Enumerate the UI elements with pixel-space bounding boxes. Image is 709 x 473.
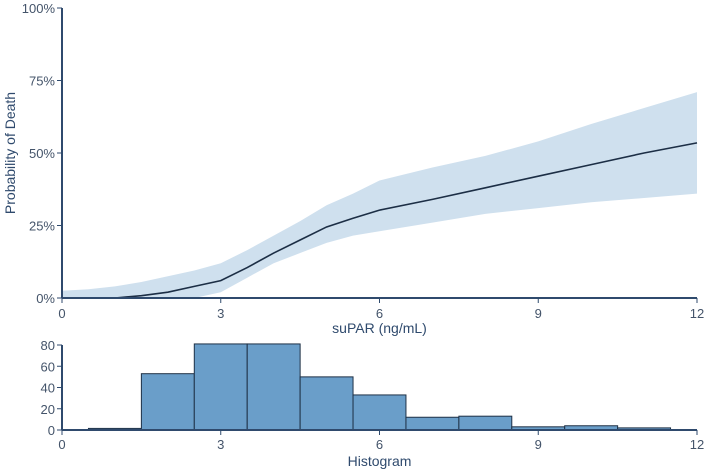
x-tick-label: 12 [690,306,704,321]
y-tick-label: 100% [22,1,56,16]
x-tick-label: 9 [535,306,542,321]
histogram-bar [458,415,513,431]
y-tick-label: 75% [29,74,55,89]
x-tick-label: 0 [58,306,65,321]
x-tick-label: 6 [376,306,383,321]
y-tick-label: 25% [29,219,55,234]
y-axis-title: Probability of Death [2,92,18,214]
hist-y-tick-label: 40 [41,381,55,396]
probability-plot: 0 3 6 9 12 0% 25% 50% 75% 100% suPAR (ng/mL) Pro… [2,1,704,336]
hist-y-tick-label: 60 [41,359,55,374]
histogram-bar [405,416,460,431]
x-tick-label: 3 [217,306,224,321]
histogram-bars [87,343,672,431]
y-tick-label: 0% [36,291,55,306]
probability-curve [62,142,698,299]
hist-x-tick-label: 3 [217,437,224,452]
histogram-bar [193,343,248,431]
histogram-bar [140,373,195,431]
hist-x-ticks: 0 3 6 9 12 [58,430,704,452]
y-tick-label: 50% [29,146,55,161]
histogram-bar [352,394,407,431]
hist-x-axis-title: Histogram [348,453,412,469]
histogram-bar [246,343,301,431]
x-ticks: 0 3 6 9 12 [58,298,704,321]
x-axis-title: suPAR (ng/mL) [332,320,427,336]
hist-x-tick-label: 6 [376,437,383,452]
y-ticks: 0% 25% 50% 75% 100% [22,1,62,306]
hist-x-tick-label: 9 [535,437,542,452]
hist-y-tick-label: 80 [41,338,55,353]
histogram-bar [299,376,354,431]
confidence-band [62,92,697,298]
histogram-plot: 0 3 6 9 12 0 20 40 60 80 Histogram [41,338,705,469]
hist-y-tick-label: 0 [48,423,55,438]
hist-y-tick-label: 20 [41,402,55,417]
hist-x-tick-label: 0 [58,437,65,452]
hist-y-ticks: 0 20 40 60 80 [41,338,62,438]
hist-x-tick-label: 12 [690,437,704,452]
